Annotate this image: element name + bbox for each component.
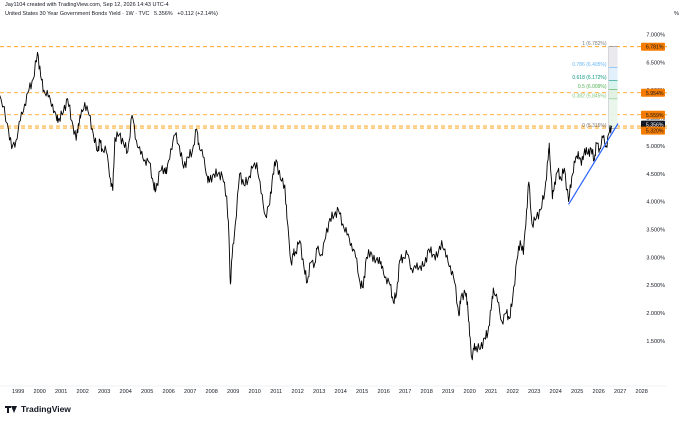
symbol-name: United States 30 Year Government Bonds Y… bbox=[5, 11, 150, 17]
price-level-badge bbox=[641, 110, 665, 119]
fib-zone bbox=[608, 89, 618, 99]
tradingview-mark-icon bbox=[5, 405, 18, 413]
x-tick-label: 2003 bbox=[98, 389, 110, 395]
price-level-badge-label: 5.954% bbox=[646, 91, 664, 97]
trend-line bbox=[568, 123, 619, 205]
x-tick-label: 2028 bbox=[636, 389, 648, 395]
y-tick-label: 7.000% bbox=[646, 33, 665, 39]
y-tick-label: 4.000% bbox=[646, 200, 665, 206]
x-tick-label: 2018 bbox=[421, 389, 433, 395]
fib-retracement: 1 (6.782%) 0.786 (6.405%) 0.618 (6.172%) 0.… bbox=[572, 41, 618, 129]
price-axis: 1.500% 2.000% 2.500% 3.000% 3.500% 4.000% 4.50… bbox=[641, 33, 665, 345]
price-level-badge-label: 6.781% bbox=[646, 45, 664, 51]
fib-level-label: 0.618 (6.172%) bbox=[572, 75, 607, 81]
y-tick-label: 3.000% bbox=[646, 255, 665, 261]
x-tick-label: 2013 bbox=[313, 389, 325, 395]
horizontal-levels bbox=[0, 46, 667, 129]
x-tick-label: 2001 bbox=[55, 389, 67, 395]
time-axis: 1999 2000 2001 2002 2003 2004 2005 2006 2007 2008… bbox=[12, 389, 648, 395]
x-tick-label: 2009 bbox=[227, 389, 239, 395]
x-tick-label: 2023 bbox=[528, 389, 540, 395]
brand-name: TradingView bbox=[21, 404, 71, 414]
x-tick-label: 2007 bbox=[184, 389, 196, 395]
x-tick-label: 2021 bbox=[485, 389, 497, 395]
fib-level-label: 0 (5.315%) bbox=[582, 123, 607, 129]
price-level-badge bbox=[641, 126, 665, 135]
price-level-badge-label: 5.559% bbox=[646, 113, 664, 119]
x-tick-label: 2020 bbox=[464, 389, 476, 395]
fib-zone bbox=[608, 80, 618, 90]
fib-level-label: 0.382 (5.845%) bbox=[572, 93, 607, 99]
y-tick-label: 5.500% bbox=[646, 116, 665, 122]
x-tick-label: 2014 bbox=[335, 389, 347, 395]
x-tick-label: 2004 bbox=[120, 389, 132, 395]
x-tick-label: 2005 bbox=[141, 389, 153, 395]
fib-zone bbox=[608, 67, 618, 81]
y-tick-label: 6.500% bbox=[646, 60, 665, 66]
x-tick-label: 2022 bbox=[507, 389, 519, 395]
fib-level-label: 0.786 (6.405%) bbox=[572, 62, 607, 68]
x-tick-label: 2015 bbox=[356, 389, 368, 395]
x-tick-label: 2017 bbox=[399, 389, 411, 395]
price-level-badge bbox=[641, 42, 665, 51]
x-tick-label: 2024 bbox=[550, 389, 562, 395]
tradingview-logo: TradingView bbox=[5, 404, 71, 414]
x-tick-label: 2026 bbox=[593, 389, 605, 395]
y-tick-label: 3.500% bbox=[646, 227, 665, 233]
x-tick-label: 2027 bbox=[614, 389, 626, 395]
x-tick-label: 2011 bbox=[270, 389, 282, 395]
y-tick-label: 5.000% bbox=[646, 144, 665, 150]
x-tick-label: 1999 bbox=[12, 389, 24, 395]
y-tick-label: 2.500% bbox=[646, 283, 665, 289]
fib-zone bbox=[608, 98, 618, 129]
x-tick-label: 2008 bbox=[206, 389, 218, 395]
x-tick-label: 2000 bbox=[34, 389, 46, 395]
price-level-badge bbox=[641, 120, 665, 129]
y-tick-label: 1.500% bbox=[646, 339, 665, 345]
last-price-readout: 5.356% bbox=[154, 11, 173, 17]
fib-level-label: 0.5 (6.009%) bbox=[578, 84, 607, 90]
price-level-badge bbox=[641, 88, 665, 97]
x-tick-label: 2016 bbox=[378, 389, 390, 395]
y-tick-label: 4.500% bbox=[646, 172, 665, 178]
price-level-badge-label: 5.320% bbox=[646, 129, 664, 135]
x-tick-label: 2025 bbox=[571, 389, 583, 395]
change-readout: +0.112 (+2.14%) bbox=[177, 11, 218, 17]
price-level-badge-label: 5.356% bbox=[646, 123, 664, 129]
price-series bbox=[0, 51, 613, 361]
attribution-text: Jay1104 created with TradingView.com, Se… bbox=[5, 2, 169, 8]
x-tick-label: 2012 bbox=[292, 389, 304, 395]
x-tick-label: 2006 bbox=[163, 389, 175, 395]
trend-line-group bbox=[568, 123, 619, 205]
y-tick-label: 2.000% bbox=[646, 311, 665, 317]
fib-zone bbox=[608, 46, 618, 68]
fib-level-label: 1 (6.782%) bbox=[582, 41, 607, 47]
symbol-header: United States 30 Year Government Bonds Y… bbox=[5, 11, 218, 17]
x-tick-label: 2010 bbox=[249, 389, 261, 395]
x-tick-label: 2002 bbox=[77, 389, 89, 395]
x-tick-label: 2019 bbox=[442, 389, 454, 395]
price-scale-unit: % bbox=[674, 11, 679, 17]
yield-line bbox=[0, 51, 613, 361]
